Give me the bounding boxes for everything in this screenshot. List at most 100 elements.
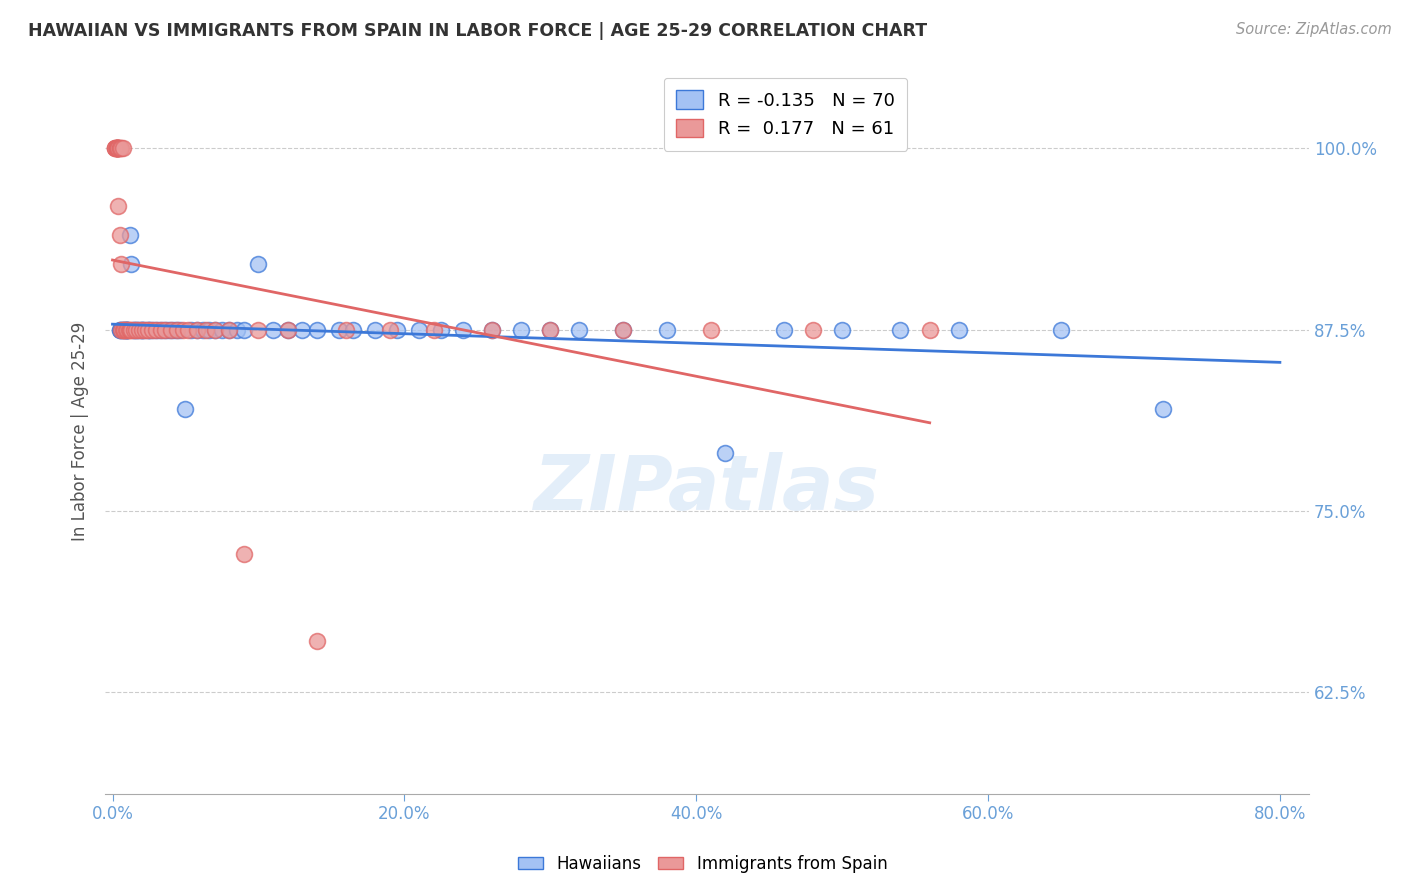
Point: [139, 322, 162, 336]
Point: [114, 322, 136, 336]
Point: [138, 322, 160, 336]
Point: [111, 322, 134, 336]
Point: [568, 322, 591, 336]
Point: [305, 634, 328, 648]
Point: [160, 322, 183, 336]
Point: [112, 322, 135, 336]
Point: [136, 322, 159, 336]
Point: [107, 199, 129, 213]
Point: [131, 322, 153, 336]
Point: [134, 322, 156, 336]
Point: [801, 322, 824, 336]
Point: [108, 228, 131, 243]
Point: [160, 322, 183, 336]
Point: [277, 322, 299, 336]
Point: [114, 322, 136, 336]
Point: [831, 322, 853, 336]
Point: [131, 322, 153, 336]
Point: [262, 322, 284, 336]
Point: [112, 322, 135, 336]
Point: [118, 228, 141, 243]
Point: [156, 322, 179, 336]
Point: [127, 322, 149, 336]
Point: [364, 322, 387, 336]
Point: [131, 322, 153, 336]
Point: [115, 322, 138, 336]
Point: [153, 322, 176, 336]
Point: [125, 322, 148, 336]
Point: [121, 257, 143, 271]
Point: [105, 141, 128, 155]
Point: [115, 322, 138, 336]
Point: [118, 322, 141, 336]
Point: [111, 141, 134, 155]
Point: [149, 322, 172, 336]
Point: [174, 402, 197, 417]
Point: [714, 446, 737, 460]
Point: [124, 322, 146, 336]
Text: HAWAIIAN VS IMMIGRANTS FROM SPAIN IN LABOR FORCE | AGE 25-29 CORRELATION CHART: HAWAIIAN VS IMMIGRANTS FROM SPAIN IN LAB…: [28, 22, 927, 40]
Point: [128, 322, 150, 336]
Point: [115, 322, 138, 336]
Point: [105, 141, 128, 155]
Text: ZIPatlas: ZIPatlas: [534, 452, 880, 526]
Point: [335, 322, 357, 336]
Point: [422, 322, 444, 336]
Point: [186, 322, 208, 336]
Point: [378, 322, 401, 336]
Text: Source: ZipAtlas.com: Source: ZipAtlas.com: [1236, 22, 1392, 37]
Point: [186, 322, 208, 336]
Point: [104, 141, 127, 155]
Point: [110, 141, 132, 155]
Point: [305, 322, 328, 336]
Point: [612, 322, 634, 336]
Point: [122, 322, 145, 336]
Point: [148, 322, 170, 336]
Point: [225, 322, 247, 336]
Point: [232, 322, 254, 336]
Point: [117, 322, 139, 336]
Point: [112, 322, 135, 336]
Point: [104, 141, 127, 155]
Point: [107, 141, 129, 155]
Point: [655, 322, 678, 336]
Point: [107, 141, 129, 155]
Point: [110, 322, 132, 336]
Point: [211, 322, 233, 336]
Point: [247, 257, 270, 271]
Point: [177, 322, 200, 336]
Point: [115, 322, 138, 336]
Point: [538, 322, 561, 336]
Point: [948, 322, 970, 336]
Point: [291, 322, 314, 336]
Point: [150, 322, 173, 336]
Point: [481, 322, 503, 336]
Point: [128, 322, 150, 336]
Y-axis label: In Labor Force | Age 25-29: In Labor Force | Age 25-29: [72, 321, 89, 541]
Point: [1152, 402, 1174, 417]
Point: [105, 141, 128, 155]
Point: [481, 322, 503, 336]
Point: [108, 141, 131, 155]
Point: [105, 141, 128, 155]
Point: [108, 322, 131, 336]
Point: [194, 322, 217, 336]
Point: [111, 322, 134, 336]
Point: [612, 322, 634, 336]
Point: [191, 322, 214, 336]
Point: [141, 322, 163, 336]
Point: [131, 322, 153, 336]
Legend: Hawaiians, Immigrants from Spain: Hawaiians, Immigrants from Spain: [512, 848, 894, 880]
Point: [145, 322, 167, 336]
Point: [145, 322, 167, 336]
Point: [700, 322, 723, 336]
Point: [163, 322, 186, 336]
Point: [105, 141, 128, 155]
Point: [408, 322, 430, 336]
Point: [342, 322, 364, 336]
Point: [134, 322, 156, 336]
Point: [510, 322, 533, 336]
Point: [385, 322, 408, 336]
Point: [328, 322, 350, 336]
Point: [121, 322, 143, 336]
